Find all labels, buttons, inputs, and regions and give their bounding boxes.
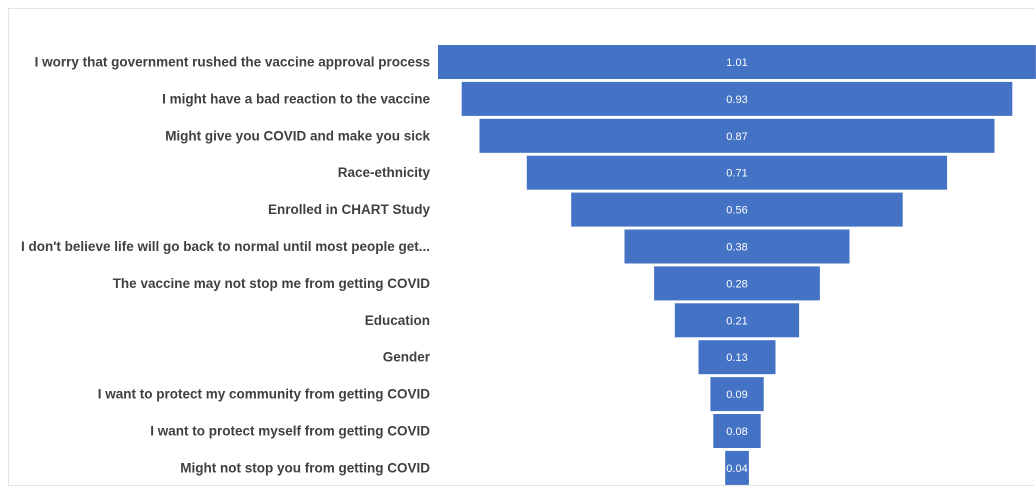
category-label: I want to protect my community from gett…	[98, 387, 431, 402]
bars-group	[438, 45, 1036, 485]
bar-value-label: 0.56	[726, 205, 747, 217]
bar-value-label: 1.01	[726, 57, 747, 69]
bar-value-label: 0.87	[726, 131, 747, 143]
funnel-bar	[461, 81, 1013, 116]
category-label: Race-ethnicity	[338, 165, 431, 180]
funnel-bar	[479, 118, 995, 153]
funnel-bar	[674, 303, 800, 338]
funnel-bar	[526, 155, 948, 190]
category-label: Might give you COVID and make you sick	[165, 128, 430, 143]
category-label: I want to protect myself from getting CO…	[150, 424, 430, 439]
bar-value-label: 0.13	[726, 352, 747, 364]
category-label: Enrolled in CHART Study	[268, 202, 430, 217]
bar-value-label: 0.93	[726, 94, 747, 106]
funnel-bar	[710, 377, 764, 412]
value-labels-group: 1.01 0.93 0.87 0.71 0.56 0.38 0.28 0.21 0.13 0.09…	[726, 57, 747, 475]
bar-value-label: 0.04	[726, 463, 747, 475]
bar-value-label: 0.28	[726, 278, 747, 290]
category-label: The vaccine may not stop me from getting…	[113, 276, 431, 291]
bar-value-label: 0.21	[726, 315, 747, 327]
category-label: Gender	[383, 350, 431, 365]
bar-value-label: 0.38	[726, 242, 747, 254]
category-label: Education	[365, 313, 430, 328]
funnel-bar	[698, 340, 776, 375]
category-label: I don't believe life will go back to nor…	[21, 239, 430, 254]
category-label: I might have a bad reaction to the vacci…	[162, 91, 430, 106]
funnel-bar	[713, 414, 761, 448]
funnel-bar	[571, 192, 903, 227]
funnel-bar	[438, 45, 1036, 79]
bar-value-label: 0.08	[726, 426, 747, 438]
bar-value-label: 0.09	[726, 389, 747, 401]
funnel-bar	[654, 266, 820, 301]
funnel-bar	[624, 229, 850, 264]
funnel-bar	[725, 450, 749, 485]
category-labels-group: I worry that government rushed the vacci…	[21, 55, 431, 476]
category-label: Might not stop you from getting COVID	[180, 460, 430, 475]
bar-value-label: 0.71	[726, 168, 747, 180]
category-label: I worry that government rushed the vacci…	[35, 55, 430, 70]
